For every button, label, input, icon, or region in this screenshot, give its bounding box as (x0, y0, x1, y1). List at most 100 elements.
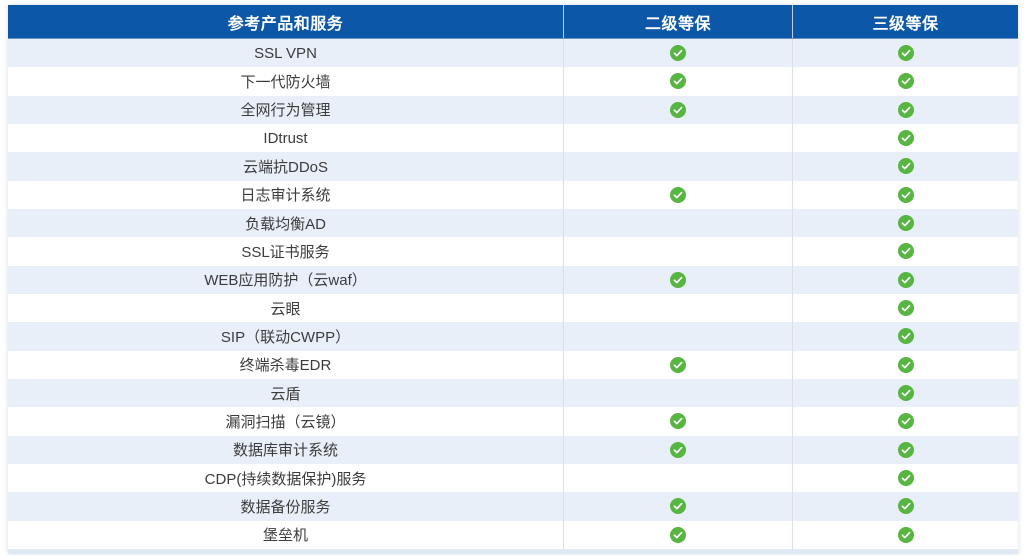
level2-cell (563, 322, 792, 351)
check-circle-icon (670, 498, 686, 515)
level2-cell (563, 208, 792, 238)
table-row: 日志审计系统 (8, 180, 1018, 209)
product-cell: 数据备份服务 (240, 498, 331, 516)
product-cell: 云盾 (270, 385, 301, 403)
table-row: 云盾 (8, 378, 1018, 408)
product-cell: 数据库审计系统 (232, 442, 338, 460)
check-circle-icon (897, 271, 914, 288)
level3-cell (792, 463, 1018, 493)
level2-cell (563, 152, 792, 181)
level2-cell (563, 180, 792, 209)
check-circle-icon (897, 441, 914, 458)
product-cell: SIP（联动CWPP） (220, 328, 351, 346)
product-cell: WEB应用防护（云waf） (204, 272, 367, 290)
table-row: 漏洞扫描（云镜） (8, 407, 1018, 436)
level3-cell (792, 152, 1018, 181)
level3-cell (792, 180, 1018, 209)
level2-cell (563, 237, 792, 266)
level3-cell (792, 208, 1018, 238)
product-cell: SSL证书服务 (241, 243, 330, 261)
check-circle-icon (897, 470, 914, 487)
level3-cell (792, 237, 1018, 266)
level3-cell (792, 435, 1018, 464)
level2-cell (563, 463, 792, 493)
check-circle-icon (670, 101, 686, 118)
level3-cell (792, 322, 1018, 351)
level3-cell (792, 67, 1018, 96)
check-circle-icon (670, 271, 686, 288)
column-header-level3: 三级等保 (792, 5, 1018, 38)
check-circle-icon (897, 73, 914, 90)
level3-cell (792, 95, 1018, 124)
product-cell: 负载均衡AD (245, 215, 326, 233)
table-row: IDtrust (8, 123, 1018, 153)
table-row: SSL证书服务 (8, 237, 1018, 266)
check-circle-icon (670, 186, 686, 203)
table-row: 数据库审计系统 (8, 435, 1018, 464)
level2-cell (563, 350, 792, 379)
check-circle-icon (670, 526, 686, 543)
product-cell: 云眼 (270, 300, 301, 318)
check-circle-icon (670, 45, 686, 62)
level2-cell (563, 67, 792, 96)
level2-cell (563, 293, 792, 323)
level2-cell (563, 520, 792, 549)
level2-cell (563, 95, 792, 124)
table-row: 堡垒机 (8, 520, 1018, 549)
product-cell: CDP(持续数据保护)服务 (204, 470, 367, 488)
level3-cell (792, 407, 1018, 436)
check-circle-icon (670, 441, 686, 458)
product-cell: 全网行为管理 (240, 102, 331, 120)
compliance-table: 参考产品和服务 二级等保 三级等保 SSL VPN 下一代防火墙 全网行为管理 (8, 5, 1018, 554)
table-row: SIP（联动CWPP） (8, 322, 1018, 351)
level2-cell (563, 492, 792, 521)
level2-cell (563, 39, 792, 68)
level3-cell (792, 265, 1018, 294)
table-body: SSL VPN 下一代防火墙 全网行为管理 IDtrust (8, 39, 1018, 549)
check-circle-icon (897, 158, 914, 175)
product-cell: 漏洞扫描（云镜） (225, 413, 346, 431)
check-circle-icon (897, 215, 914, 232)
level3-cell (792, 39, 1018, 68)
column-header-products: 参考产品和服务 (227, 15, 344, 33)
check-circle-icon (897, 356, 914, 373)
table-row: 全网行为管理 (8, 95, 1018, 124)
level3-cell (792, 378, 1018, 408)
level2-cell (563, 378, 792, 408)
table-header-row: 参考产品和服务 二级等保 三级等保 (8, 5, 1018, 39)
table-row: 云眼 (8, 293, 1018, 323)
product-cell: 终端杀毒EDR (239, 357, 332, 375)
table-row: 数据备份服务 (8, 492, 1018, 521)
level2-cell (563, 265, 792, 294)
check-circle-icon (670, 73, 686, 90)
check-circle-icon (897, 300, 914, 317)
table-row: 云端抗DDoS (8, 152, 1018, 181)
level2-cell (563, 407, 792, 436)
table-row: SSL VPN (8, 39, 1018, 68)
level3-cell (792, 520, 1018, 549)
column-header-level2: 二级等保 (563, 5, 792, 38)
level3-cell (792, 123, 1018, 153)
check-circle-icon (897, 328, 914, 345)
level3-cell (792, 492, 1018, 521)
check-circle-icon (897, 45, 914, 62)
check-circle-icon (897, 130, 914, 147)
check-circle-icon (670, 356, 686, 373)
product-cell: 云端抗DDoS (242, 158, 328, 176)
table-row: CDP(持续数据保护)服务 (8, 463, 1018, 493)
check-circle-icon (670, 413, 686, 430)
table-row: 下一代防火墙 (8, 67, 1018, 96)
check-circle-icon (897, 385, 914, 402)
level2-cell (563, 123, 792, 153)
check-circle-icon (897, 498, 914, 515)
product-cell: IDtrust (263, 129, 308, 147)
table-row: WEB应用防护（云waf） (8, 265, 1018, 294)
level3-cell (792, 350, 1018, 379)
table-bottom-strip (8, 548, 1018, 554)
level2-cell (563, 435, 792, 464)
check-circle-icon (897, 413, 914, 430)
product-cell: 日志审计系统 (240, 187, 331, 205)
product-cell: 下一代防火墙 (240, 73, 331, 91)
table-row: 终端杀毒EDR (8, 350, 1018, 379)
